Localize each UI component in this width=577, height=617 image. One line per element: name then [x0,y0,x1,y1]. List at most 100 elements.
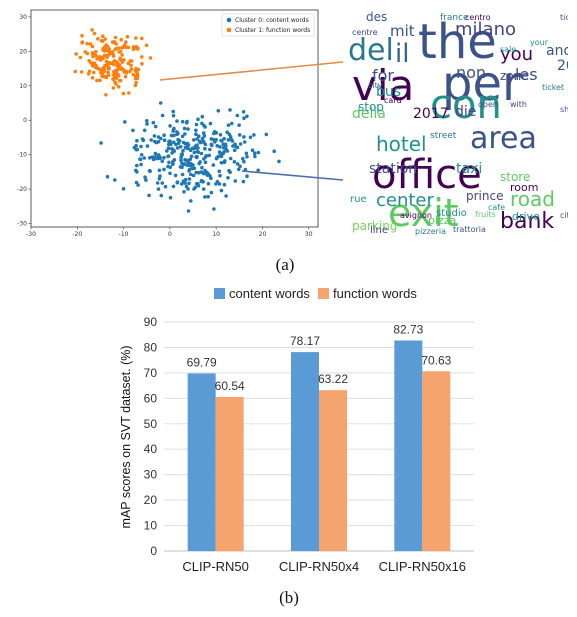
scatter-point [221,142,225,147]
scatter-point [241,156,245,161]
scatter-point [155,181,160,185]
scatter-point [119,67,124,71]
wordcloud-word: pizzeria [415,227,446,236]
scatter-point [225,130,229,134]
scatter-point [113,35,118,40]
scatter-point [74,52,78,56]
wordcloud-word: with [510,100,527,109]
scatter-point [131,72,136,77]
scatter-point [118,78,123,83]
scatter-point [147,168,152,173]
scatter-point [90,44,95,49]
scatter-point [129,63,133,68]
scatter-point [156,187,161,191]
scatter-point [212,207,216,211]
scatter-point [118,56,122,60]
scatter-point [194,170,198,175]
scatter-point [136,67,141,72]
scatter-point [148,156,152,160]
scatter-point [226,123,231,127]
scatter-point [162,138,167,142]
scatter-point [145,119,149,123]
scatter-x-tick-label: -20 [72,231,82,238]
scatter-point [214,138,218,142]
scatter-point [122,58,126,62]
scatter-point [196,181,200,186]
scatter-y-tick-label: 20 [19,48,27,55]
bar-y-tick-label: 10 [144,519,158,533]
scatter-point [148,56,153,60]
scatter-point [92,31,97,36]
scatter-point [186,209,191,213]
scatter-point [80,33,84,38]
wordcloud-word: les [515,65,538,84]
wordcloud-word: cafe [488,203,505,212]
scatter-point [94,49,98,54]
scatter-point [192,187,196,191]
bar-y-tick-label: 80 [144,340,158,354]
bar-panel: content words function words 0 10 20 30 40 50… [119,286,474,574]
wordcloud-word: hotel [376,132,427,156]
wordcloud-word: 2016 [557,58,577,74]
scatter-point [206,194,210,199]
scatter-point [215,179,220,184]
scatter-point [235,113,240,118]
scatter-point [222,182,227,187]
scatter-point [139,153,144,157]
scatter-point [212,130,217,134]
scatter-point [242,140,247,144]
scatter-point [230,121,234,126]
scatter-point [116,85,121,89]
scatter-point [103,37,107,41]
bar-legend-label-function: function words [333,286,417,301]
scatter-point [117,63,122,67]
scatter-point [208,147,212,152]
scatter-point [215,144,219,148]
bar-legend-swatch-content [214,288,225,299]
bar-category-label: CLIP-RN50x4 [279,559,359,574]
scatter-point [225,149,230,153]
scatter-point [203,155,208,159]
scatter-point [177,139,182,143]
scatter-point [185,163,190,167]
scatter-point [201,139,205,144]
scatter-point [135,74,140,78]
scatter-point [187,181,191,186]
scatter-point [180,172,185,177]
wordcloud-word: avignon [400,211,432,220]
scatter-point [95,78,99,83]
scatter-point [237,167,241,172]
bar-category-label: CLIP-RN50x16 [379,559,466,574]
wordcloud-word: for [372,66,394,85]
bar-y-tick-label: 90 [144,315,158,329]
scatter-point [187,177,192,181]
scatter-point [185,119,189,124]
scatter-point [115,68,120,72]
scatter-point [112,59,117,63]
scatter-point [201,187,206,191]
scatter-point [140,55,144,59]
scatter-point [104,93,108,97]
scatter-point [140,61,144,66]
scatter-point [105,48,109,53]
scatter-point [106,73,111,77]
scatter-point [134,45,139,49]
scatter-point [156,135,161,139]
bar-bars: 69.79 60.54 78.17 63.22 82.73 70.63 [187,322,452,551]
scatter-point [140,36,144,41]
scatter-point [88,42,93,46]
scatter-point [223,159,227,163]
wordcloud-word: trattoria [453,225,486,234]
scatter-point [91,54,95,59]
scatter-point [183,177,188,182]
wordcloud-word: france [440,13,469,23]
scatter-point [222,136,226,141]
scatter-point [242,116,246,120]
scatter-point [235,162,240,166]
scatter-point [113,47,118,51]
scatter-point [170,151,174,155]
scatter-point [237,123,241,127]
scatter-point [226,138,231,142]
scatter-point [129,67,134,71]
legend-label-function: Cluster 1: function words [235,27,310,34]
